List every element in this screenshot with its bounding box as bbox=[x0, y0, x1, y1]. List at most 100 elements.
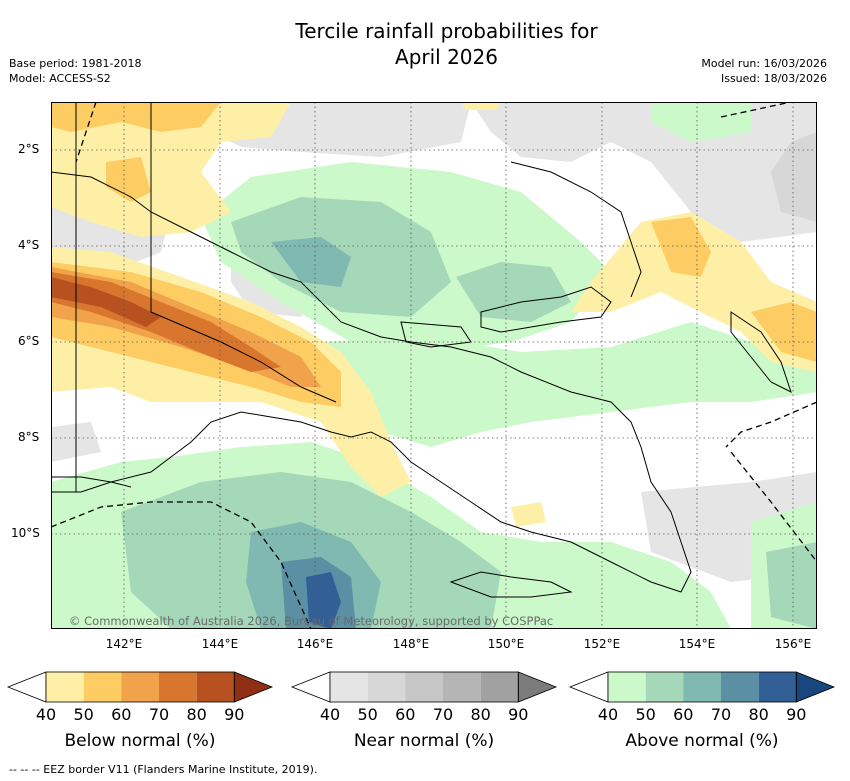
cb-below-tick-90: 90 bbox=[224, 705, 245, 724]
colorbar-below-bin-60 bbox=[121, 672, 159, 702]
colorbar-below bbox=[6, 671, 274, 703]
cb-above-tick-60: 60 bbox=[673, 705, 694, 724]
cb-above-tick-70: 70 bbox=[710, 705, 732, 724]
cb-below-tick-60: 60 bbox=[111, 705, 132, 724]
colorbar-near-bin-50 bbox=[367, 672, 406, 702]
cb-near-tick-40: 40 bbox=[319, 705, 341, 724]
graticule bbox=[51, 102, 817, 629]
above-normal-title: Above normal (%) bbox=[625, 731, 779, 751]
cb-below-tick-50: 50 bbox=[73, 705, 94, 724]
above-normal-central-band bbox=[321, 322, 817, 447]
colorbar-above-frame bbox=[607, 671, 797, 703]
colorbar-above-bin-50 bbox=[645, 672, 684, 702]
map-border bbox=[51, 102, 817, 629]
colorbar-above-bin-70 bbox=[721, 672, 759, 702]
issued-text: Issued: 18/03/2026 bbox=[720, 72, 827, 85]
above-normal-regions bbox=[51, 102, 817, 629]
cb-below-tick-70: 70 bbox=[148, 705, 170, 724]
colorbar-near-frame bbox=[329, 671, 519, 703]
lon-label-154e: 154°E bbox=[678, 637, 716, 651]
below-normal-small-north bbox=[461, 102, 501, 110]
map-title-line2: April 2026 bbox=[395, 45, 498, 69]
colorbar-near-bin-40 bbox=[330, 672, 368, 702]
eez-border-south bbox=[51, 501, 312, 629]
meta-left: Base period: 1981-2018 Model: ACCESS-S2 bbox=[9, 56, 141, 86]
south-east-islands bbox=[449, 571, 573, 598]
model-text: Model: ACCESS-S2 bbox=[9, 72, 111, 85]
bougainville-coast bbox=[730, 311, 792, 393]
cb-near-tick-50: 50 bbox=[357, 705, 378, 724]
map-canvas bbox=[51, 102, 817, 629]
colorbar-below-bin-70 bbox=[159, 672, 197, 702]
colorbar-below-bin-50 bbox=[83, 672, 122, 702]
colorbar-above bbox=[568, 671, 836, 703]
colorbar-above-bin-40 bbox=[608, 672, 646, 702]
below-normal-50-new-ireland bbox=[651, 217, 711, 277]
colorbar-below-frame bbox=[45, 671, 235, 703]
cb-near-tick-70: 70 bbox=[432, 705, 454, 724]
above-normal-north-east bbox=[651, 102, 751, 142]
cb-above-tick-90: 90 bbox=[786, 705, 807, 724]
below-normal-title: Below normal (%) bbox=[64, 731, 216, 751]
lat-label-10s: 10°S bbox=[11, 526, 40, 540]
above-normal-50-bismarck bbox=[456, 262, 571, 322]
colorbar-above-low-arrow bbox=[568, 671, 609, 703]
colorbars bbox=[6, 671, 836, 703]
lat-label-6s: 6°S bbox=[18, 334, 40, 348]
lat-label-4s: 4°S bbox=[18, 238, 40, 252]
below-normal-north-west bbox=[51, 102, 291, 237]
below-normal-80-highlands bbox=[51, 277, 161, 327]
eez-footnote: -- -- -- EEZ border V11 (Flanders Marine… bbox=[9, 763, 318, 776]
above-normal-80-south bbox=[306, 572, 341, 629]
cb-below-tick-40: 40 bbox=[35, 705, 57, 724]
below-normal-small-south bbox=[511, 502, 546, 527]
coastlines bbox=[51, 102, 792, 598]
cb-below-tick-80: 80 bbox=[186, 705, 207, 724]
lon-label-150e: 150°E bbox=[487, 637, 525, 651]
map-title-line1: Tercile rainfall probabilities for bbox=[295, 19, 598, 43]
model-run-text: Model run: 16/03/2026 bbox=[701, 57, 827, 70]
near-normal-north-east bbox=[471, 102, 817, 242]
colorbar-near-bin-80 bbox=[480, 672, 519, 702]
torres-strait-coast bbox=[51, 476, 132, 488]
colorbar-below-high-arrow bbox=[233, 671, 274, 703]
colorbar-near-high-arrow bbox=[517, 671, 558, 703]
cb-near-tick-60: 60 bbox=[395, 705, 416, 724]
above-normal-60-sepik bbox=[271, 237, 351, 287]
below-normal-50-west bbox=[106, 157, 151, 202]
new-ireland-coast bbox=[510, 161, 642, 298]
lon-label-156e: 156°E bbox=[774, 637, 812, 651]
lon-label-146e: 146°E bbox=[296, 637, 334, 651]
above-normal-50-east bbox=[766, 542, 817, 629]
near-normal-far-east bbox=[771, 132, 817, 222]
near-normal-title: Near normal (%) bbox=[353, 731, 495, 751]
colorbar-near-bin-60 bbox=[405, 672, 443, 702]
new-britain-coast bbox=[480, 286, 612, 333]
below-normal-new-ireland bbox=[571, 212, 817, 372]
colorbar-below-low-arrow bbox=[6, 671, 47, 703]
colorbar-below-bin-80 bbox=[196, 672, 235, 702]
eez-border-north-west bbox=[75, 102, 97, 163]
cb-above-tick-80: 80 bbox=[748, 705, 769, 724]
colorbar-above-bin-60 bbox=[683, 672, 721, 702]
below-normal-50-east bbox=[751, 302, 817, 362]
eez-border-east bbox=[725, 401, 817, 448]
colorbar-near-low-arrow bbox=[290, 671, 331, 703]
province-borders bbox=[75, 102, 337, 492]
eez-border-south-east bbox=[730, 451, 817, 563]
lon-label-142e: 142°E bbox=[105, 637, 143, 651]
colorbar-above-bin-80 bbox=[758, 672, 797, 702]
below-normal-60-north-west bbox=[51, 102, 221, 132]
rainfall-map bbox=[51, 102, 817, 629]
base-period-text: Base period: 1981-2018 bbox=[9, 57, 142, 70]
colorbar-near-bin-70 bbox=[443, 672, 481, 702]
lon-label-144e: 144°E bbox=[201, 637, 239, 651]
cb-above-tick-50: 50 bbox=[635, 705, 656, 724]
new-guinea-coast bbox=[51, 171, 692, 593]
lon-label-152e: 152°E bbox=[583, 637, 621, 651]
lon-label-148e: 148°E bbox=[392, 637, 430, 651]
lat-label-2s: 2°S bbox=[18, 142, 40, 156]
meta-right: Model run: 16/03/2026 Issued: 18/03/2026 bbox=[701, 56, 827, 86]
lat-label-8s: 8°S bbox=[18, 430, 40, 444]
colorbar-above-high-arrow bbox=[795, 671, 836, 703]
